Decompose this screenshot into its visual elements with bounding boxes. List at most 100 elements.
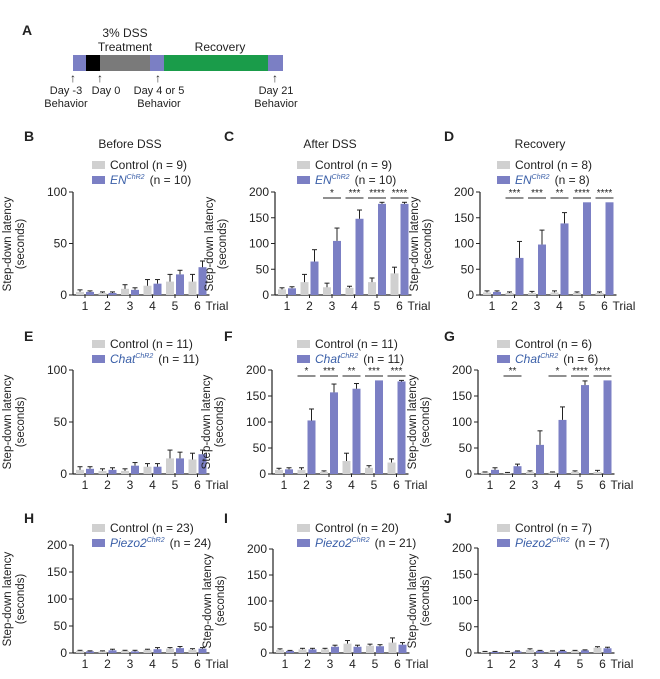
arrow-up-icon: ↑: [70, 71, 76, 85]
legend-swatch-control: [92, 161, 105, 169]
bar-control: [278, 289, 286, 295]
x-axis-label: Trial: [613, 299, 636, 313]
bar-experimental: [176, 274, 184, 295]
legend-swatch-experimental: [92, 539, 105, 547]
legend-label-gene: Piezo2ChR2: [110, 536, 165, 550]
legend-n-experimental: (n = 7): [574, 536, 610, 550]
legend-swatch-control: [497, 161, 510, 169]
x-tick-label: 3: [329, 299, 336, 313]
x-tick-label: 4: [556, 299, 563, 313]
bar-control: [121, 288, 129, 295]
y-axis-label: Step-down latency (seconds): [407, 374, 432, 470]
x-tick-label: 3: [127, 478, 134, 492]
significance-label: ***: [509, 188, 521, 199]
arrow-up-icon: ↑: [97, 71, 103, 85]
x-tick-label: 6: [396, 299, 403, 313]
legend-swatch-experimental: [497, 539, 510, 547]
y-tick-label: 0: [60, 288, 67, 302]
legend-label-gene: ENChR2: [110, 173, 145, 187]
bar-control: [526, 471, 534, 474]
x-axis-label: Trial: [611, 657, 634, 671]
y-tick-label: 100: [47, 363, 67, 377]
bar-control: [321, 649, 329, 653]
y-tick-label: 200: [452, 541, 472, 555]
bar-experimental: [536, 650, 544, 653]
bar-control: [571, 650, 579, 653]
x-tick-label: 5: [374, 299, 381, 313]
significance-label: ****: [595, 366, 611, 377]
y-tick-label: 50: [254, 620, 268, 634]
x-tick-label: 4: [554, 478, 561, 492]
bar-control: [366, 645, 374, 653]
bar-control: [188, 281, 197, 295]
legend-label-control: Control (n = 20): [315, 521, 399, 535]
bar-control: [98, 651, 107, 653]
bar-control: [365, 467, 373, 474]
bar-control: [550, 292, 559, 295]
x-tick-label: 4: [149, 657, 156, 671]
panel-letter-i: I: [224, 510, 228, 526]
bar-experimental: [353, 646, 362, 653]
panel-letter-b: B: [24, 128, 35, 144]
x-tick-label: 2: [511, 299, 518, 313]
legend-experimental: Piezo2ChR2 (n = 7): [497, 536, 610, 550]
legend-control: Control (n = 6): [497, 337, 592, 351]
x-axis-label: Trial: [405, 478, 428, 492]
x-tick-label: 5: [371, 478, 378, 492]
bar-control: [593, 471, 602, 474]
bar-experimental: [603, 380, 612, 474]
y-tick-label: 0: [467, 288, 474, 302]
y-tick-label: 200: [454, 185, 474, 199]
y-axis-label: Step-down latency (seconds): [201, 374, 226, 470]
significance-label: *: [330, 188, 334, 199]
significance-label: **: [509, 366, 517, 377]
bar-control: [571, 471, 579, 474]
bar-control: [166, 648, 174, 653]
panel-letter-d: D: [444, 128, 455, 144]
legend-swatch-control: [92, 524, 105, 532]
bar-control: [528, 292, 536, 295]
bar-control: [481, 472, 489, 474]
legend-label-control: Control (n = 8): [515, 158, 593, 172]
x-tick-label: 3: [327, 657, 334, 671]
y-tick-label: 0: [262, 288, 269, 302]
panel-letter-g: G: [444, 328, 455, 344]
x-tick-label: 6: [601, 299, 608, 313]
legend-label-control: Control (n = 9): [110, 158, 188, 172]
legend-label-gene: ChatChR2: [110, 352, 154, 366]
y-axis-label: Step-down latency (seconds): [204, 196, 229, 291]
legend-n-experimental: (n = 11): [158, 352, 200, 366]
x-tick-label: 2: [306, 299, 313, 313]
legend-control: Control (n = 9): [92, 158, 187, 172]
significance-label: ****: [572, 366, 588, 377]
significance-label: **: [556, 188, 564, 199]
significance-label: ****: [392, 188, 408, 199]
bar-control: [76, 469, 84, 474]
bar-control: [342, 461, 351, 474]
legend-label-control: Control (n = 11): [315, 337, 398, 351]
legend-swatch-experimental: [297, 539, 310, 547]
recovery-label: Recovery: [194, 40, 246, 54]
bar-experimental: [153, 283, 162, 295]
legend-swatch-experimental: [297, 355, 310, 363]
y-tick-label: 0: [465, 646, 472, 660]
bar-experimental: [603, 648, 612, 653]
x-tick-label: 5: [372, 657, 379, 671]
legend-control: Control (n = 23): [92, 521, 194, 535]
y-tick-label: 0: [259, 467, 266, 481]
legend-swatch-experimental: [92, 355, 105, 363]
x-axis-label: Trial: [206, 478, 229, 492]
bar-experimental: [400, 203, 409, 295]
y-tick-label: 150: [247, 568, 267, 582]
significance-label: ***: [349, 188, 361, 199]
bar-experimental: [108, 650, 117, 653]
legend-swatch-control: [297, 340, 310, 348]
legend-label-control: Control (n = 9): [315, 158, 393, 172]
bar-control: [345, 287, 354, 295]
bar-control: [593, 647, 602, 653]
legend-n-experimental: (n = 24): [169, 536, 212, 550]
treatment-label-1: 3% DSS: [102, 26, 148, 40]
y-tick-label: 150: [454, 211, 474, 225]
legend-control: Control (n = 9): [297, 158, 392, 172]
bar-experimental: [605, 202, 614, 295]
